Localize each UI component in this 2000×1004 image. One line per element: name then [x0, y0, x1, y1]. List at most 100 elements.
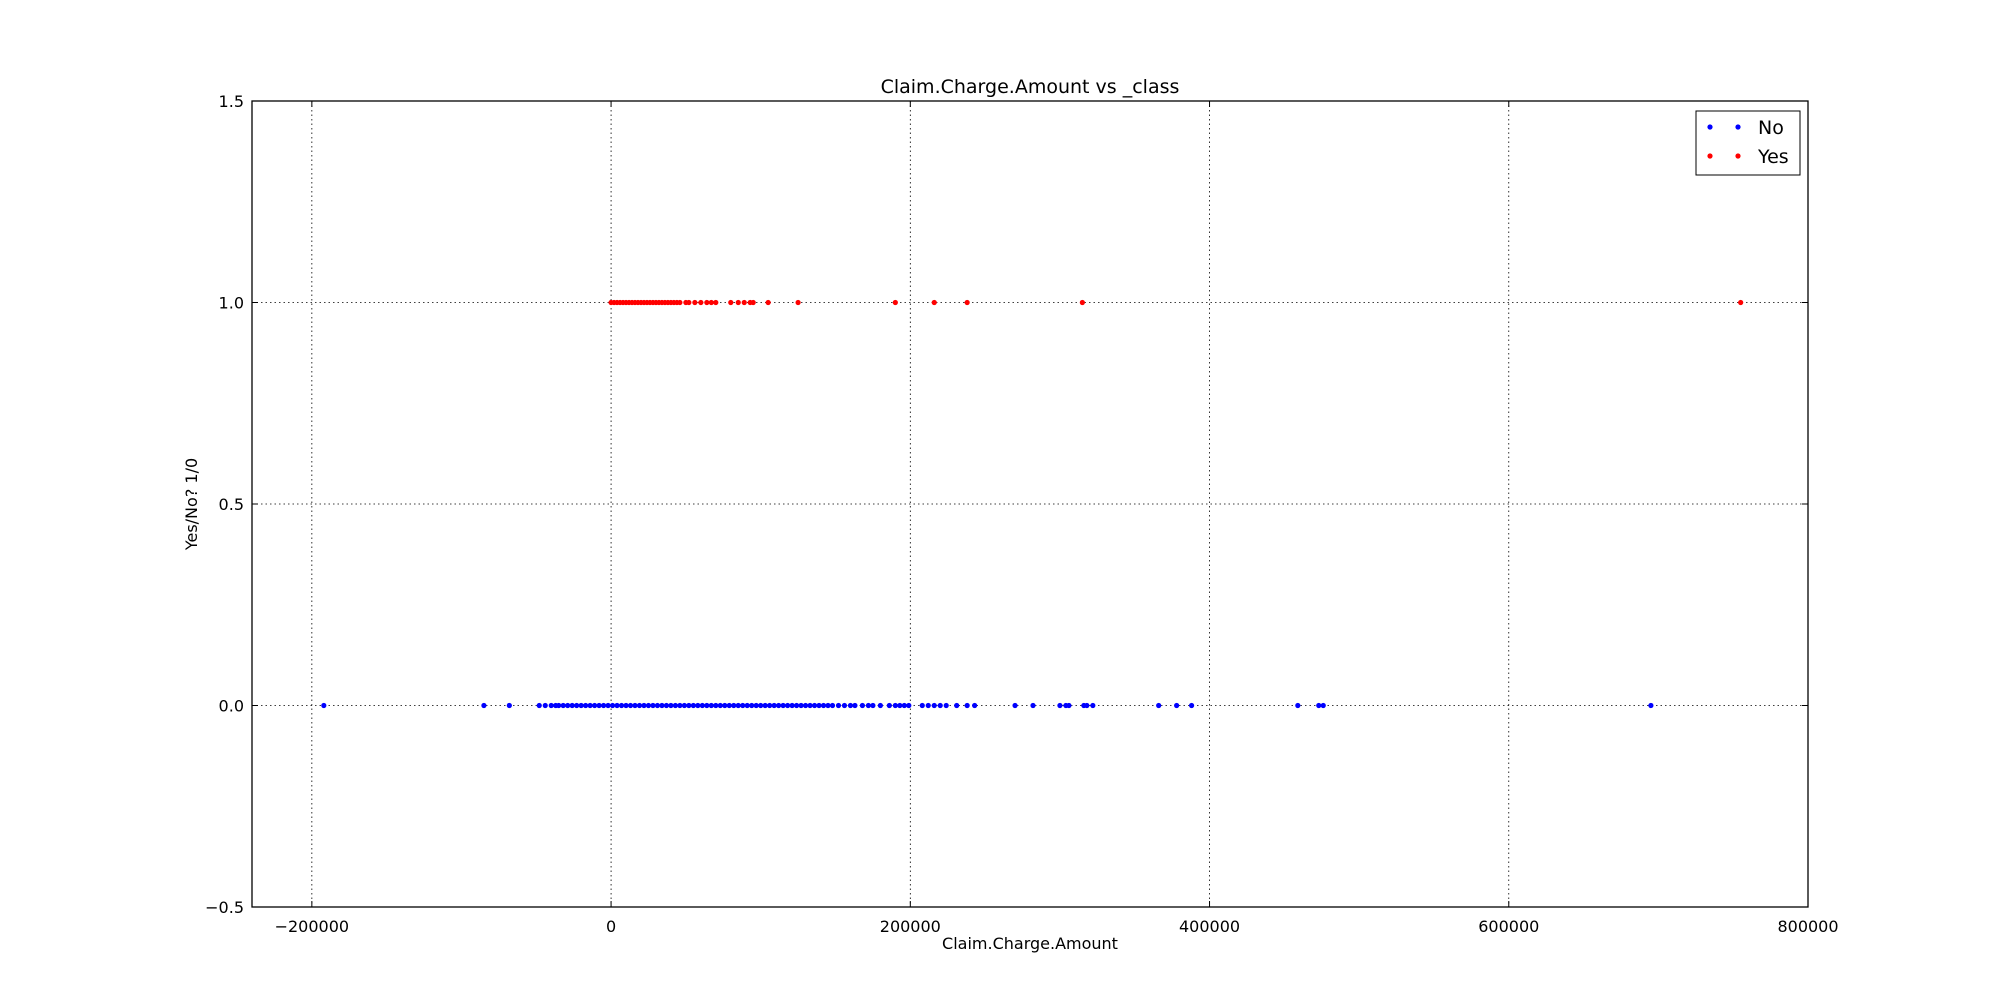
y-tick-label: 1.5	[219, 92, 244, 111]
data-point-no	[650, 702, 656, 709]
data-point-yes	[931, 299, 937, 306]
data-point-no	[654, 702, 661, 709]
data-point-no	[1084, 702, 1090, 709]
data-point-no	[870, 702, 876, 709]
data-point-yes	[795, 299, 801, 306]
data-point-no	[583, 702, 589, 709]
data-point-no	[919, 702, 925, 709]
data-point-no	[937, 702, 943, 709]
data-point-no	[771, 702, 777, 709]
data-point-yes	[686, 299, 692, 306]
data-point-no	[767, 702, 773, 709]
data-point-no	[906, 702, 912, 709]
legend-marker-yes	[1707, 153, 1713, 159]
chart-title: Claim.Charge.Amount vs _class	[881, 76, 1180, 98]
data-point-no	[886, 702, 892, 709]
ticks: −200000 0 200000 400000 600000 800000 −0.5 0.0 0…	[205, 92, 1838, 936]
y-tick-label: −0.5	[205, 898, 244, 917]
data-point-no	[877, 702, 883, 709]
data-point-no	[735, 702, 741, 709]
data-point-no	[749, 702, 755, 709]
legend: No Yes	[1695, 110, 1801, 176]
data-point-no	[672, 702, 679, 709]
data-point-no	[690, 702, 696, 709]
y-axis-label: Yes/No? 1/0	[182, 458, 201, 551]
data-point-no	[668, 702, 674, 709]
legend-marker-yes	[1735, 153, 1741, 159]
data-point-no	[704, 702, 710, 709]
data-point-yes	[708, 299, 714, 306]
data-point-no	[717, 702, 723, 709]
data-point-no	[925, 702, 931, 709]
data-point-no	[829, 702, 836, 709]
data-point-no	[802, 702, 809, 709]
legend-marker-no	[1735, 124, 1741, 130]
data-point-yes	[713, 299, 719, 306]
x-axis-label: Claim.Charge.Amount	[942, 934, 1118, 953]
x-tick-label: 800000	[1777, 917, 1838, 936]
y-tick-label: 0.0	[219, 697, 244, 716]
data-point-yes	[677, 299, 683, 306]
data-point-no	[1188, 702, 1195, 709]
data-point-no	[321, 702, 327, 709]
data-point-no	[645, 702, 652, 709]
x-tick-label: 600000	[1478, 917, 1539, 936]
data-point-no	[897, 702, 903, 709]
data-point-no	[1066, 702, 1072, 709]
data-point-no	[753, 702, 759, 709]
data-point-no	[825, 702, 831, 709]
data-point-yes	[692, 299, 698, 306]
legend-label-no: No	[1758, 117, 1784, 139]
y-tick-label: 0.5	[219, 495, 244, 514]
data-point-no	[780, 702, 786, 709]
data-point-no	[943, 702, 949, 709]
data-point-yes	[1079, 299, 1085, 306]
x-tick-label: 200000	[880, 917, 941, 936]
data-point-yes	[735, 299, 741, 306]
data-point-no	[600, 702, 607, 709]
data-point-no	[1090, 702, 1096, 709]
data-point-no	[636, 702, 643, 709]
data-point-no	[659, 702, 665, 709]
data-point-no	[596, 702, 602, 709]
data-point-no	[1012, 702, 1018, 709]
data-point-no	[726, 702, 732, 709]
data-point-no	[820, 702, 827, 709]
data-point-no	[641, 702, 647, 709]
data-point-no	[677, 702, 683, 709]
grid	[252, 101, 1808, 907]
legend-box	[1695, 110, 1801, 176]
data-point-no	[1648, 702, 1654, 709]
data-point-no	[972, 702, 978, 709]
data-point-no	[859, 702, 866, 709]
data-point-no	[1156, 702, 1162, 709]
data-point-no	[623, 702, 629, 709]
data-point-yes	[1738, 299, 1744, 306]
data-point-no	[931, 702, 937, 709]
data-point-no	[722, 702, 728, 709]
data-point-no	[663, 702, 670, 709]
data-point-no	[605, 702, 611, 709]
data-point-no	[609, 702, 616, 709]
data-point-no	[1057, 702, 1063, 709]
legend-label-yes: Yes	[1757, 146, 1789, 168]
data-point-no	[744, 702, 750, 709]
data-point-no	[548, 702, 554, 709]
data-point-no	[807, 702, 813, 709]
data-point-no	[794, 702, 800, 709]
data-point-no	[1295, 702, 1301, 709]
data-point-no	[758, 702, 764, 709]
data-point-no	[816, 702, 822, 709]
data-point-no	[699, 702, 705, 709]
data-point-no	[798, 702, 804, 709]
data-point-no	[762, 702, 768, 709]
data-point-no	[892, 702, 898, 709]
data-point-no	[865, 702, 872, 709]
data-point-no	[627, 702, 634, 709]
data-point-no	[587, 702, 593, 709]
x-tick-label: −200000	[275, 917, 349, 936]
data-point-no	[776, 702, 782, 709]
